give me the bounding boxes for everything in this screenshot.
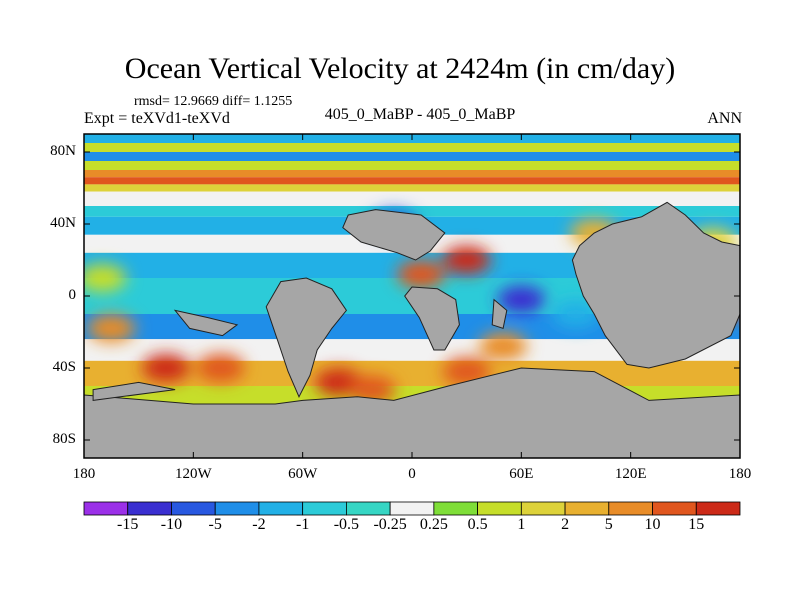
anomaly-blob (142, 354, 190, 382)
case-label: 405_0_MaBP - 405_0_MaBP (324, 106, 516, 123)
y-tick-label: 0 (68, 287, 77, 303)
anomaly-blob (196, 354, 245, 382)
anomaly-blob (84, 264, 127, 292)
anomaly-blob (87, 314, 136, 343)
colorbar-label: -0.5 (333, 516, 360, 533)
land-polygon (84, 367, 740, 458)
land-polygon (173, 309, 239, 337)
colorbar-swatch (127, 501, 172, 516)
colorbar-swatch (652, 501, 697, 516)
colorbar-swatch (433, 501, 479, 516)
zonal-band (84, 177, 740, 185)
colorbar-label: 2 (561, 516, 570, 533)
x-tick-label: 0 (408, 466, 416, 482)
colorbar-swatch (520, 501, 566, 516)
anomaly-blob (397, 260, 446, 289)
land-polygon (92, 381, 176, 401)
colorbar-label: -2 (252, 516, 266, 533)
colorbar-label: 0.25 (419, 516, 448, 533)
x-tick-label: 180 (72, 466, 96, 482)
experiment-label: Expt = teXVd1-teXVd (84, 110, 230, 127)
land-polygon (491, 298, 508, 330)
colorbar-swatch (608, 501, 653, 516)
colorbar-label: -5 (208, 516, 222, 533)
zonal-band (84, 206, 740, 217)
x-tick-label: 60W (288, 466, 318, 482)
colorbar-swatch (477, 501, 522, 516)
landmasses (84, 201, 740, 458)
zonal-band (84, 191, 740, 206)
colorbar-swatch (171, 501, 216, 516)
colorbar-swatch (214, 501, 260, 516)
zonal-band (84, 170, 740, 178)
x-tick-label: 180 (728, 466, 752, 482)
land-polygon (342, 209, 446, 261)
y-tick-label: 40N (50, 215, 76, 231)
anomaly-blobs (84, 210, 740, 404)
chart-title: Ocean Vertical Velocity at 2424m (in cm/… (124, 52, 676, 85)
colorbar-label: -15 (117, 516, 139, 533)
colorbar-swatch (389, 501, 435, 516)
zonal-band (84, 184, 740, 192)
x-tick-label: 120W (174, 466, 212, 482)
anomaly-blob (479, 332, 528, 361)
colorbar (83, 501, 741, 516)
x-tick-label: 120E (614, 466, 647, 482)
anomaly-blob (442, 246, 491, 274)
zonal-band (84, 339, 740, 361)
colorbar-label: 15 (688, 516, 705, 533)
colorbar-label: 0.5 (467, 516, 488, 533)
zonal-band (84, 152, 740, 161)
x-tick-label: 60E (509, 466, 534, 482)
land-polygon (571, 201, 740, 369)
anomaly-blob (552, 300, 600, 328)
colorbar-label: -0.25 (373, 516, 407, 533)
colorbar-swatch (564, 501, 610, 516)
colorbar-label: -1 (295, 516, 310, 533)
colorbar-label: -10 (160, 516, 183, 533)
colorbar-label: 1 (517, 516, 526, 533)
y-tick-label: 40S (52, 359, 76, 375)
zonal-band (84, 143, 740, 152)
y-tick-label: 80S (52, 431, 76, 447)
colorbar-label: 10 (644, 516, 661, 533)
land-polygon (265, 277, 348, 398)
colorbar-swatch (345, 501, 391, 516)
colorbar-swatch (83, 501, 129, 516)
stats-label: rmsd= 12.9669 diff= 1.1255 (134, 94, 293, 109)
y-tick-label: 80N (50, 143, 76, 159)
season-label: ANN (707, 110, 742, 127)
colorbar-swatch (258, 501, 304, 516)
anomaly-blob (497, 285, 546, 314)
colorbar-swatch (695, 501, 741, 516)
colorbar-label: 5 (604, 516, 613, 533)
zonal-band (84, 161, 740, 170)
axis-ticks (83, 134, 741, 458)
land-polygon (404, 286, 460, 351)
colorbar-swatch (302, 501, 347, 516)
